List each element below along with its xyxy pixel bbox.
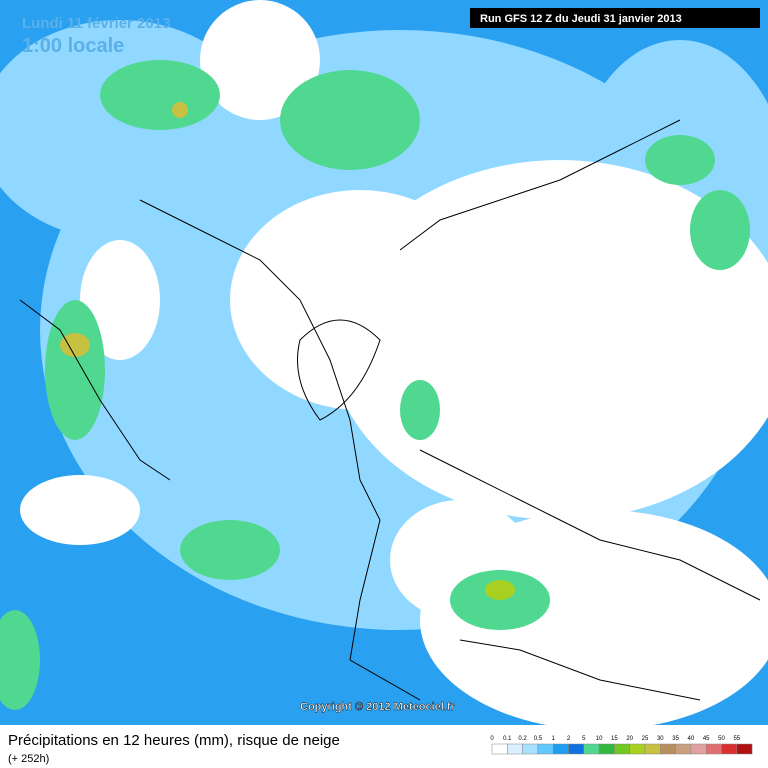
dry-areas	[20, 0, 768, 730]
legend-label: 40	[688, 736, 695, 742]
legend-label: 5	[582, 736, 586, 742]
legend-swatch	[629, 743, 646, 755]
legend-label: 50	[718, 736, 725, 742]
legend-label: 15	[611, 736, 618, 742]
legend-swatch	[537, 743, 554, 755]
time-label: 1:00 locale	[22, 35, 124, 57]
legend-label: 0.5	[534, 736, 543, 742]
legend-label: 2	[567, 736, 571, 742]
legend-swatch	[522, 743, 539, 755]
legend-label: 25	[642, 736, 649, 742]
legend-label: 30	[657, 736, 664, 742]
legend-swatch	[690, 743, 707, 755]
legend-swatch	[491, 743, 508, 755]
legend-label: 45	[703, 736, 710, 742]
legend-swatch	[721, 743, 738, 755]
precip-heavy	[60, 102, 515, 600]
legend-label: 0	[490, 736, 494, 742]
run-box	[470, 8, 760, 28]
footer-lead: (+ 252h)	[8, 753, 49, 765]
legend-label: 0.2	[518, 736, 527, 742]
copyright: Copyright © 2012 Meteociel.fr	[300, 701, 456, 713]
legend-swatch	[598, 743, 615, 755]
legend-swatch	[507, 743, 523, 755]
legend-swatch	[644, 743, 661, 755]
legend-swatch	[552, 743, 569, 755]
footer-title: Précipitations en 12 heures (mm), risque…	[8, 732, 340, 749]
legend-swatch	[583, 743, 600, 755]
legend-swatch	[705, 743, 722, 755]
legend-swatch	[660, 743, 676, 755]
run-label: Run GFS 12 Z du Jeudi 31 janvier 2013	[480, 13, 682, 25]
legend-swatch	[614, 743, 630, 755]
legend-swatch	[675, 743, 692, 755]
legend-label: 0.1	[503, 736, 512, 742]
legend-label: 20	[626, 736, 633, 742]
legend-swatch	[736, 743, 753, 755]
date-label: Lundi 11 février 2013	[22, 15, 170, 32]
legend-swatch	[568, 743, 585, 755]
legend-label: 10	[596, 736, 603, 742]
legend-label: 55	[733, 736, 740, 742]
coastlines	[19, 119, 761, 701]
precip-moderate	[0, 60, 750, 710]
legend-label: 35	[672, 736, 679, 742]
legend-label: 1	[552, 736, 556, 742]
